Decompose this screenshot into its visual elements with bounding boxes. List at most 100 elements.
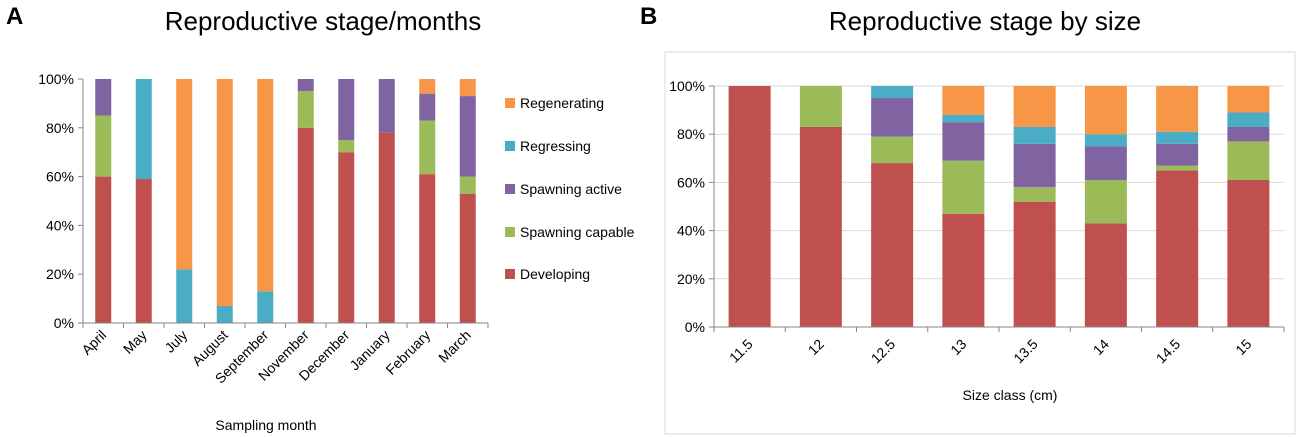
chart-a-bar-regenerating [419, 79, 436, 94]
chart-b-x-tick-label: 13.5 [1010, 336, 1041, 367]
chart-b-frame [664, 51, 1296, 435]
chart-a-bar-regenerating [176, 79, 193, 270]
chart-b-y-tick-label: 60% [677, 174, 705, 190]
chart-b-y-tick-label: 100% [669, 78, 705, 94]
chart-b-bar-regenerating [1156, 86, 1199, 132]
chart-b-bar-spawning-capable [1156, 165, 1199, 171]
chart-b-bar-regenerating [942, 86, 985, 115]
chart-b-bar-regressing [871, 86, 914, 99]
chart-a-bar-developing [459, 193, 476, 323]
chart-b-bar-spawning-active [1013, 143, 1056, 188]
chart-b-bar-regressing [1013, 126, 1056, 144]
chart-b-bar-regressing [942, 114, 985, 123]
chart-b-bar-spawning-capable [799, 86, 842, 127]
chart-a-bar-regressing [176, 269, 193, 323]
chart-a-bar-spawning-capable [459, 176, 476, 194]
chart-a-bar-regressing [135, 79, 152, 180]
chart-a-bar-spawning-active [459, 96, 476, 177]
chart-a-bar-spawning-capable [419, 120, 436, 175]
chart-b-bar-spawning-active [1084, 146, 1127, 180]
legend-label-spawning-capable: Spawning capable [520, 224, 635, 240]
legend-swatch-spawning-active [505, 184, 515, 194]
chart-b-x-axis-title: Size class (cm) [963, 387, 1058, 403]
chart-b-bar-developing [871, 163, 914, 327]
chart-a-bar-spawning-capable [297, 91, 314, 128]
chart-a-x-tick-label: March [435, 327, 474, 366]
chart-b-bar-spawning-active [1227, 126, 1270, 142]
chart-b-x-tick-label: 14.5 [1153, 336, 1184, 367]
chart-a-x-tick-label: February [382, 327, 433, 378]
chart-b-y-tick-label: 80% [677, 126, 705, 142]
chart-a-title: Reproductive stage/months [165, 6, 482, 36]
chart-a-bar-regenerating [257, 79, 274, 292]
chart-b-bar-regenerating [1013, 86, 1056, 127]
chart-a-bar-spawning-active [419, 93, 436, 121]
chart-a-bar-developing [419, 174, 436, 323]
chart-b-x-tick-label: 12 [805, 336, 827, 358]
chart-b-x-tick-label: 13 [947, 336, 969, 358]
legend-label-spawning-active: Spawning active [520, 181, 622, 197]
chart-b-bar-spawning-capable [1084, 179, 1127, 224]
chart-a-bar-spawning-capable [338, 140, 355, 153]
chart-b-bar-spawning-capable [871, 136, 914, 164]
legend-swatch-spawning-capable [505, 227, 515, 237]
chart-b-bar-spawning-active [871, 98, 914, 137]
chart-a-bar-developing [297, 127, 314, 323]
chart-b-y-tick-label: 0% [685, 319, 705, 335]
chart-b-bar-regenerating [1227, 86, 1270, 113]
chart-b-bar-spawning-capable [942, 160, 985, 214]
chart-b-bar-developing [942, 213, 985, 327]
chart-a-bar-developing [135, 179, 152, 323]
chart-a-bar-spawning-active [95, 79, 112, 116]
chart-a-bar-developing [378, 132, 395, 323]
chart-a-bar-regressing [257, 291, 274, 323]
chart-a-y-tick-label: 60% [46, 169, 74, 185]
chart-a-bar-spawning-active [378, 79, 395, 133]
chart-b-bar-developing [799, 126, 842, 327]
chart-b-y-tick-label: 20% [677, 271, 705, 287]
chart-b-y-tick-label: 40% [677, 223, 705, 239]
chart-b-bar-regenerating [1084, 86, 1127, 135]
legend-label-regenerating: Regenerating [520, 95, 604, 111]
chart-b-bar-spawning-capable [1013, 187, 1056, 202]
chart-b: Reproductive stage by size Size class (c… [664, 6, 1296, 435]
panel-label-a: A [6, 3, 23, 30]
chart-a-x-axis-title: Sampling month [215, 417, 316, 433]
chart-a-y-tick-label: 0% [54, 315, 74, 331]
chart-b-bar-regressing [1156, 131, 1199, 144]
chart-a-x-tick-label: May [120, 327, 150, 357]
legend-swatch-developing [505, 269, 515, 279]
legend-label-developing: Developing [520, 266, 590, 282]
chart-a-y-tick-label: 100% [38, 71, 74, 87]
chart-a-x-tick-label: April [78, 327, 109, 358]
legend-label-regressing: Regressing [520, 138, 591, 154]
chart-b-bar-developing [1084, 223, 1127, 327]
chart-b-bar-regressing [1084, 134, 1127, 147]
chart-b-bar-regressing [1227, 112, 1270, 127]
chart-a-y-tick-label: 40% [46, 217, 74, 233]
legend-swatch-regenerating [505, 98, 515, 108]
legend-swatch-regressing [505, 141, 515, 151]
chart-a-bar-regressing [216, 305, 233, 323]
chart-a-bar-developing [338, 152, 355, 323]
panel-label-b: B [640, 3, 657, 30]
chart-b-bar-spawning-capable [1227, 141, 1270, 180]
chart-a-bar-developing [95, 176, 112, 323]
chart-a-bar-spawning-capable [95, 115, 112, 177]
chart-a-bar-spawning-active [338, 79, 355, 140]
chart-b-x-tick-label: 12.5 [868, 336, 899, 367]
chart-b-x-tick-label: 14 [1090, 336, 1112, 358]
chart-b-bar-developing [728, 86, 771, 327]
chart-a-bar-regenerating [459, 79, 476, 97]
chart-a-x-tick-label: July [161, 327, 190, 356]
chart-b-bar-developing [1156, 170, 1199, 327]
chart-a: Reproductive stage/months Sampling month… [38, 6, 634, 433]
chart-b-bar-developing [1227, 179, 1270, 327]
chart-a-y-tick-label: 20% [46, 266, 74, 282]
chart-a-bar-spawning-active [297, 79, 314, 92]
chart-b-bar-spawning-active [1156, 143, 1199, 166]
chart-b-x-tick-label: 11.5 [726, 336, 756, 366]
chart-a-y-tick-label: 80% [46, 120, 74, 136]
chart-b-bar-spawning-active [942, 122, 985, 161]
